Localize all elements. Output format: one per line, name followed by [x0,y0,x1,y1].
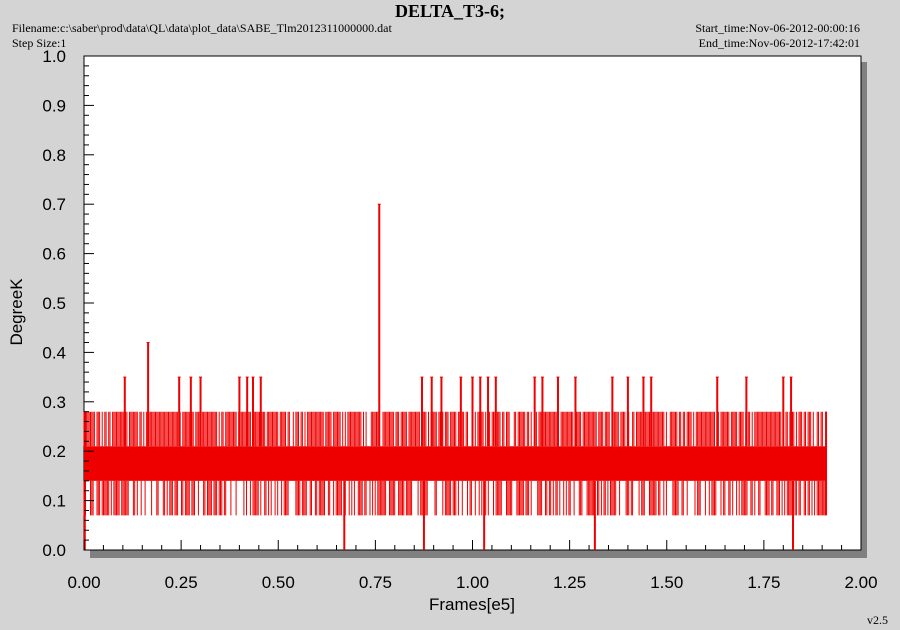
axes-layer: 0.0 0.1 0.2 0.3 0.4 0.5 0.6 0.7 0.8 0.9 1.0 0.00 0.2… [42,47,877,592]
series-core-band [84,446,827,481]
y-tick-label: 0.5 [42,294,66,313]
y-tick-label: 0.2 [42,442,66,461]
x-tick-label: 1.00 [456,573,489,592]
y-tick-label: 1.0 [42,47,66,66]
x-tick-label: 1.50 [650,573,683,592]
start-time-label: Start_time:Nov-06-2012-00:00:16 [695,21,860,35]
x-tick-label: 1.25 [553,573,586,592]
x-tick-label: 0.00 [67,573,100,592]
y-axis-label: DegreeK [7,278,26,346]
x-axis-label: Frames[e5] [429,595,515,614]
version-label: v2.5 [867,613,888,627]
filename-label: Filename:c:\saber\prod\data\QL\data\plot… [12,21,392,35]
x-tick-label: 1.75 [747,573,780,592]
end-time-label: End_time:Nov-06-2012-17:42:01 [698,36,860,50]
x-tick-label: 0.50 [262,573,295,592]
y-tick-label: 0.4 [42,343,66,362]
x-tick-label: 0.25 [165,573,198,592]
step-size-label: Step Size:1 [12,36,67,50]
y-tick-label: 0.1 [42,492,66,511]
y-tick-label: 0.7 [42,195,66,214]
y-tick-label: 0.0 [42,541,66,560]
y-tick-label: 0.8 [42,146,66,165]
y-tick-label: 0.3 [42,393,66,412]
y-tick-label: 0.6 [42,245,66,264]
chart-title: DELTA_T3-6; [394,1,506,21]
y-tick-label: 0.9 [42,96,66,115]
x-tick-label: 2.00 [844,573,877,592]
x-tick-label: 0.75 [359,573,392,592]
series-layer [83,203,828,550]
